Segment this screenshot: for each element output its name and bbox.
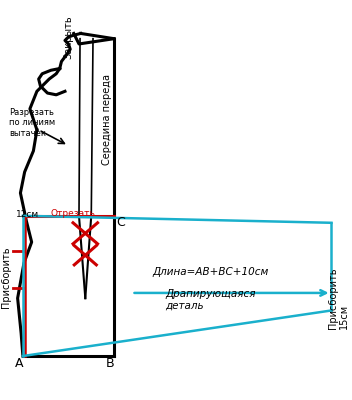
Text: Присборить: Присборить [1, 246, 11, 308]
Text: Драпирующаяся
деталь: Драпирующаяся деталь [165, 289, 256, 311]
Text: Длина=AB+BC+10см: Длина=AB+BC+10см [152, 267, 269, 277]
Text: B: B [106, 357, 115, 370]
Text: A: A [15, 357, 24, 370]
Text: Закрыть: Закрыть [63, 15, 74, 59]
Text: Отрезать: Отрезать [51, 209, 96, 218]
Text: C: C [117, 216, 125, 229]
Text: Присборить
15см: Присборить 15см [328, 268, 349, 329]
Text: Середина переда: Середина переда [102, 74, 112, 165]
Text: Разрезать
по линиям
вытачек: Разрезать по линиям вытачек [9, 108, 55, 138]
Text: 12см: 12см [16, 210, 39, 218]
